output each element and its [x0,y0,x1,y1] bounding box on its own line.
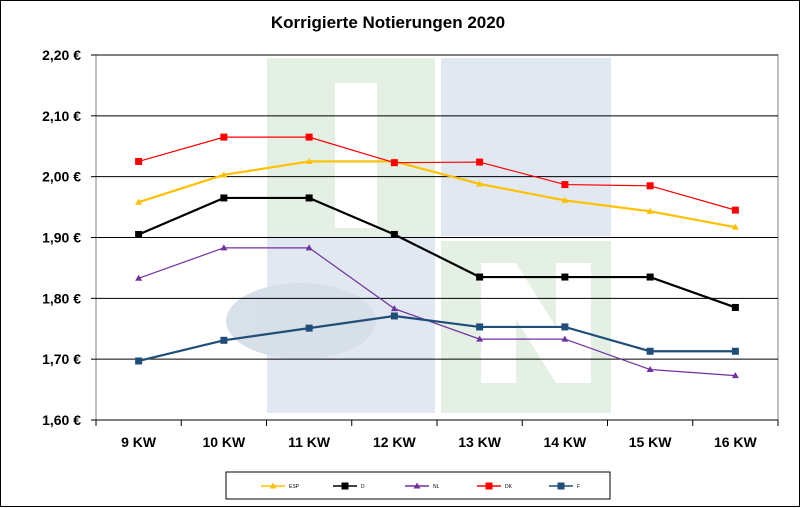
legend-swatch-marker [485,482,493,490]
data-point [390,305,398,312]
data-point [731,223,739,230]
data-point [305,157,313,164]
series-f [135,312,739,365]
legend-items: ESP D NL DK F [261,482,580,490]
legend-label: DK [505,484,513,490]
series-line [138,247,736,377]
legend-label: F [577,484,580,490]
legend-swatch-marker [413,482,421,489]
series-esp [135,157,739,230]
data-point [476,323,484,331]
data-point [305,324,313,332]
data-point [135,198,143,205]
gridlines [96,54,778,421]
legend-swatch-marker [341,482,349,490]
y-tick-label: 1,70 € [42,351,81,367]
data-point [135,230,143,238]
chart-title: Korrigierte Notierungen 2020 [271,13,505,32]
data-point [135,357,143,365]
y-tick-label: 2,20 € [42,47,81,63]
y-tick-label: 2,00 € [42,169,81,185]
data-point [561,273,569,281]
x-tick-label: 13 KW [458,434,502,450]
legend-label: ESP [289,484,300,490]
y-tick-label: 2,10 € [42,108,81,124]
data-point [646,347,654,355]
watermark-diagonal-shape [481,263,591,383]
y-axis-ticks: 1,60 € 1,70 € 1,80 € 1,90 € 2,00 € 2,10 € 2,20… [42,47,96,428]
series-line [138,136,736,211]
data-point [390,312,398,320]
data-point [476,273,484,281]
y-tick-label: 1,90 € [42,230,81,246]
data-point [731,372,739,379]
legend-item-nl: NL [405,482,440,490]
data-point [646,182,654,190]
data-point [305,244,313,251]
series-line [138,314,736,363]
data-point [646,273,654,281]
data-point [731,303,739,311]
data-point [476,158,484,166]
series-nl [135,244,739,379]
x-tick-label: 9 KW [121,434,157,450]
data-point [390,159,398,167]
watermark-blue-block [441,58,611,236]
data-point [646,207,654,214]
watermark-animal-shape [226,283,376,359]
legend-item-f: F [549,482,580,490]
data-point [476,335,484,342]
data-point [220,133,228,141]
series-line [138,160,736,229]
series-line [138,196,736,309]
data-point [135,274,143,281]
x-tick-label: 10 KW [202,434,246,450]
legend-swatch-marker [557,482,565,490]
legend-label: NL [433,484,440,490]
x-axis-ticks: 9 KW 10 KW 11 KW 12 KW 13 KW 14 KW 15 KW 16 KW [95,420,779,450]
legend-item-dk: DK [477,482,513,490]
watermark-logo [226,58,611,413]
data-point [220,244,228,251]
data-point [220,336,228,344]
legend-item-d: D [333,482,365,490]
y-tick-label: 1,80 € [42,290,81,306]
series-d [135,194,739,311]
x-tick-label: 12 KW [373,434,417,450]
data-point [390,230,398,238]
data-point [561,196,569,203]
data-point [476,180,484,187]
data-point [646,366,654,373]
data-point [135,157,143,165]
legend-item-esp: ESP [261,482,300,490]
data-point [220,171,228,178]
data-point [561,323,569,331]
x-tick-label: 16 KW [714,434,758,450]
data-point [561,181,569,189]
legend-label: D [361,484,365,490]
y-tick-label: 1,60 € [42,412,81,428]
data-point [305,133,313,141]
legend-swatch-marker [269,482,277,489]
series-layer [135,133,739,379]
data-point [305,194,313,202]
x-tick-label: 15 KW [629,434,673,450]
data-point [561,335,569,342]
data-point [731,206,739,214]
series-dk [135,133,739,214]
data-point [731,347,739,355]
data-point [220,194,228,202]
x-tick-label: 14 KW [543,434,587,450]
x-tick-label: 11 KW [288,434,331,450]
